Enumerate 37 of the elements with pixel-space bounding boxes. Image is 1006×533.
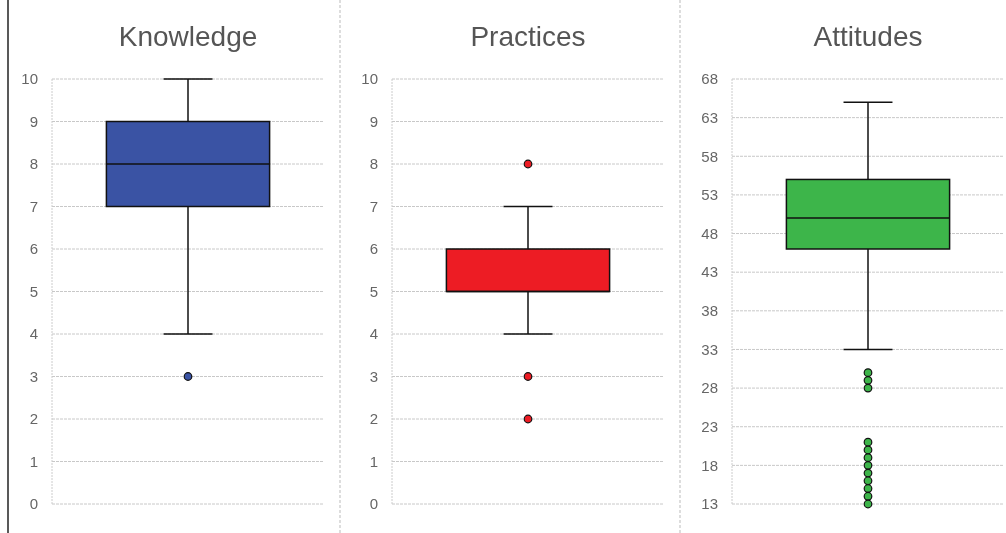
chart-title: Knowledge (118, 21, 258, 52)
y-tick-label: 9 (29, 112, 38, 130)
y-tick-label: 48 (701, 224, 718, 242)
y-tick-label: 58 (701, 147, 718, 165)
y-tick-label: 33 (701, 340, 718, 358)
y-tick-label: 1 (29, 452, 38, 470)
y-tick-label: 6 (29, 240, 38, 258)
y-tick-label: 2 (369, 410, 378, 428)
chart-title: Practices (470, 21, 586, 52)
y-tick-label: 63 (701, 108, 718, 126)
y-tick-label: 7 (29, 197, 38, 215)
y-tick-label: 10 (21, 70, 38, 88)
y-tick-label: 23 (701, 418, 718, 436)
y-tick-label: 10 (361, 70, 378, 88)
y-tick-label: 0 (369, 495, 378, 513)
y-tick-label: 5 (369, 282, 378, 300)
y-tick-label: 3 (369, 367, 378, 385)
y-tick-label: 7 (369, 197, 378, 215)
y-tick-label: 8 (29, 155, 38, 173)
y-tick-label: 9 (369, 112, 378, 130)
y-tick-label: 8 (369, 155, 378, 173)
y-tick-label: 38 (701, 302, 718, 320)
y-tick-label: 43 (701, 263, 718, 281)
y-tick-label: 3 (29, 367, 38, 385)
y-tick-label: 13 (701, 495, 718, 513)
chart-title: Attitudes (813, 21, 923, 52)
y-tick-label: 6 (369, 240, 378, 258)
y-tick-label: 4 (29, 325, 38, 343)
y-tick-label: 18 (701, 456, 718, 474)
y-tick-label: 4 (369, 325, 378, 343)
y-tick-label: 28 (701, 379, 718, 397)
y-tick-label: 2 (29, 410, 38, 428)
y-tick-label: 68 (701, 70, 718, 88)
y-tick-label: 53 (701, 186, 718, 204)
y-tick-label: 0 (29, 495, 38, 513)
y-tick-label: 1 (369, 452, 378, 470)
y-tick-label: 5 (29, 282, 38, 300)
